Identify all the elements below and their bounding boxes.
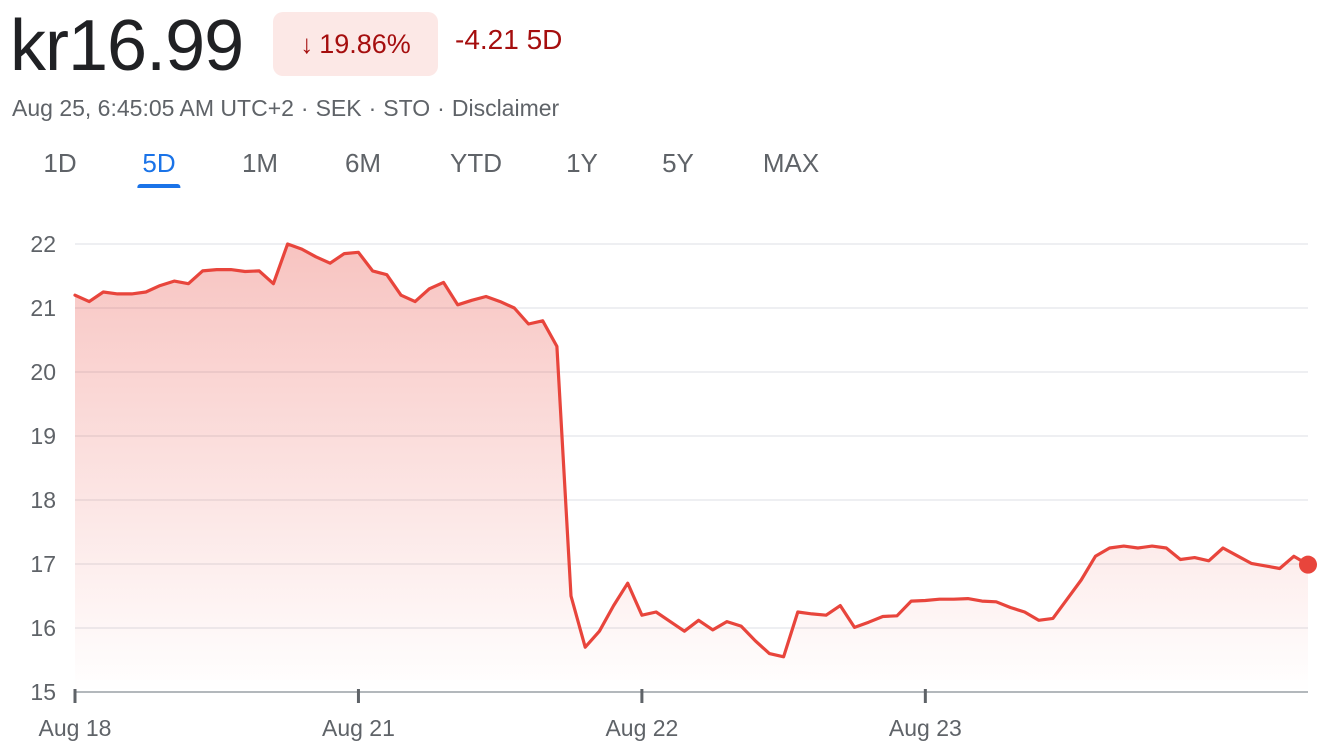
price-area-fill — [75, 244, 1308, 692]
y-tick-label: 18 — [30, 487, 56, 513]
quote-exchange: STO — [383, 95, 431, 121]
y-tick-label: 21 — [30, 295, 56, 321]
x-tick-label: Aug 21 — [322, 715, 395, 741]
tab-1m[interactable]: 1M — [241, 148, 279, 178]
y-axis: 15 16 17 18 19 20 21 22 — [30, 231, 56, 705]
change-percent-value: 19.86% — [319, 28, 411, 59]
tab-5y[interactable]: 5Y — [662, 148, 694, 178]
current-price: kr16.99 — [10, 6, 244, 86]
change-percent-badge: ↓ 19.86% — [273, 12, 438, 76]
x-axis: Aug 18 Aug 21 Aug 22 Aug 23 — [39, 689, 1308, 741]
quote-timestamp: Aug 25, 6:45:05 AM UTC+2 — [12, 95, 294, 121]
price-line — [73, 242, 1310, 659]
y-tick-label: 15 — [30, 679, 56, 705]
tab-1y[interactable]: 1Y — [566, 148, 598, 178]
change-absolute: -4.21 5D — [455, 24, 563, 55]
tab-ytd[interactable]: YTD — [450, 148, 502, 178]
tab-max[interactable]: MAX — [762, 148, 820, 178]
y-tick-label: 19 — [30, 423, 56, 449]
x-tick-label: Aug 23 — [889, 715, 962, 741]
tab-1d[interactable]: 1D — [43, 148, 77, 178]
arrow-down-icon: ↓ — [300, 28, 314, 59]
quote-currency: SEK — [315, 95, 362, 121]
range-tabs: 1D 5D 1M 6M YTD 1Y 5Y MAX — [0, 140, 900, 190]
disclaimer-link[interactable]: Disclaimer — [451, 95, 560, 121]
y-tick-label: 22 — [30, 231, 56, 257]
y-tick-label: 20 — [30, 359, 56, 385]
y-tick-label: 16 — [30, 615, 56, 641]
tab-5d[interactable]: 5D — [137, 140, 181, 188]
tab-6m[interactable]: 6M — [344, 148, 382, 178]
last-price-marker — [1299, 555, 1317, 574]
quote-meta: Aug 25, 6:45:05 AM UTC+2 · SEK · STO · Disclai… — [12, 95, 560, 121]
y-tick-label: 17 — [30, 551, 56, 577]
price-chart[interactable]: 15 16 17 18 19 20 21 22 Aug 18 Aug 21 Aug 22 Aug 2… — [0, 200, 1344, 752]
x-tick-label: Aug 18 — [39, 715, 112, 741]
x-tick-label: Aug 22 — [605, 715, 678, 741]
